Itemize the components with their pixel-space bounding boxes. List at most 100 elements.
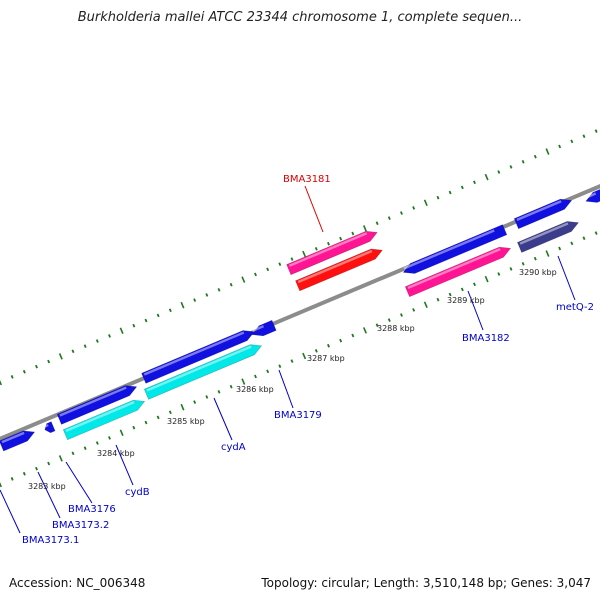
major-tick <box>180 403 185 411</box>
gene-labels[interactable]: BMA3173.1 BMA3173.2 BMA3176 cydB cydA BMA3179… <box>22 174 594 546</box>
minor-tick <box>351 333 355 338</box>
major-tick <box>0 481 2 488</box>
minor-tick <box>387 216 391 220</box>
gene-metQ-2-arrow[interactable] <box>516 218 580 253</box>
gene-blue-arrow[interactable] <box>250 319 277 339</box>
minor-tick <box>278 262 282 267</box>
major-tick <box>58 455 63 462</box>
gene-BMA3182-arrow[interactable] <box>404 243 512 298</box>
gene-label[interactable]: BMA3182 <box>462 333 510 344</box>
minor-tick <box>339 236 343 241</box>
minor-tick <box>83 446 87 450</box>
minor-tick <box>132 425 136 430</box>
minor-tick <box>156 415 160 420</box>
minor-tick <box>521 159 525 164</box>
gene-label[interactable]: cydB <box>125 487 150 498</box>
gene-label[interactable]: metQ-2 <box>556 302 594 313</box>
kbp-label: 3285 kbp <box>167 417 205 426</box>
major-tick <box>484 173 489 181</box>
gene-blue-arrow[interactable] <box>401 224 508 278</box>
major-tick <box>363 327 367 334</box>
label-leader-lines <box>0 185 576 534</box>
leader-line <box>278 369 294 409</box>
leader-line <box>0 489 21 534</box>
gene-label[interactable]: cydA <box>221 442 246 453</box>
minor-tick <box>582 236 586 241</box>
minor-tick <box>47 461 51 466</box>
minor-tick <box>205 395 209 399</box>
minor-tick <box>266 369 270 374</box>
minor-tick <box>375 221 379 226</box>
minor-tick <box>22 471 26 476</box>
gene-blue-arrow[interactable] <box>141 327 257 384</box>
minor-tick <box>412 308 416 312</box>
minor-tick <box>497 170 501 174</box>
gene-blue-arrow[interactable] <box>56 382 139 425</box>
major-tick <box>119 429 124 437</box>
major-tick <box>423 301 428 309</box>
gene-label[interactable]: BMA3173.2 <box>52 520 109 531</box>
minor-tick <box>278 364 282 369</box>
minor-tick <box>35 466 38 471</box>
minor-tick <box>71 349 75 354</box>
minor-tick <box>132 323 136 328</box>
minor-tick <box>448 292 452 297</box>
major-tick <box>58 353 63 360</box>
minor-tick <box>351 231 355 236</box>
minor-tick <box>144 420 148 425</box>
gene-blue-arrow[interactable] <box>513 195 574 230</box>
major-tick <box>241 378 246 385</box>
kbp-label: 3284 kbp <box>97 449 135 458</box>
gene-cydA-arrow[interactable] <box>143 341 263 400</box>
minor-tick <box>156 313 160 318</box>
minor-tick <box>254 374 257 379</box>
gene-BMA3181-arrow[interactable] <box>286 227 380 276</box>
leader-line <box>37 471 61 519</box>
gene-cydB-arrow[interactable] <box>62 396 147 441</box>
minor-tick <box>35 364 38 369</box>
minor-tick <box>10 477 14 481</box>
minor-tick <box>327 343 330 348</box>
kbp-label: 3283 kbp <box>28 482 66 491</box>
minor-tick <box>521 261 525 266</box>
major-tick <box>484 275 489 283</box>
gene-label[interactable]: BMA3181 <box>283 174 331 185</box>
gene-features[interactable] <box>0 187 600 452</box>
minor-tick <box>436 297 440 302</box>
kbp-label: 3288 kbp <box>377 324 415 333</box>
gene-blue-arrow[interactable] <box>584 187 600 207</box>
major-tick <box>302 352 307 360</box>
minor-tick <box>558 246 562 251</box>
minor-tick <box>266 267 270 272</box>
minor-tick <box>570 139 574 144</box>
gene-label[interactable]: BMA3179 <box>274 410 322 421</box>
major-tick <box>180 301 185 309</box>
minor-tick <box>47 359 51 364</box>
minor-tick <box>375 323 379 328</box>
gene-red-arrow[interactable] <box>295 245 384 292</box>
minor-tick <box>108 334 111 338</box>
major-tick <box>119 327 124 335</box>
gene-label[interactable]: BMA3176 <box>68 504 116 515</box>
gene-blue-arrow[interactable] <box>0 427 37 452</box>
minor-tick <box>290 359 294 363</box>
gene-label[interactable]: BMA3173.1 <box>22 535 79 546</box>
leader-line <box>467 290 484 331</box>
minor-tick <box>314 349 318 353</box>
kbp-labels: 3283 kbp 3284 kbp 3285 kbp 3286 kbp 3287 kbp… <box>28 268 557 491</box>
minor-tick <box>533 154 537 159</box>
minor-tick <box>497 272 501 276</box>
gene-blue-arrow[interactable] <box>43 421 56 435</box>
minor-tick <box>558 144 562 149</box>
kbp-label: 3287 kbp <box>307 354 345 363</box>
major-tick <box>545 148 550 155</box>
kbp-label: 3290 kbp <box>519 268 557 277</box>
major-tick <box>363 225 367 232</box>
minor-tick <box>168 410 172 415</box>
minor-tick <box>460 287 464 292</box>
minor-tick <box>509 165 513 169</box>
minor-tick <box>400 211 403 215</box>
minor-tick <box>327 241 330 246</box>
